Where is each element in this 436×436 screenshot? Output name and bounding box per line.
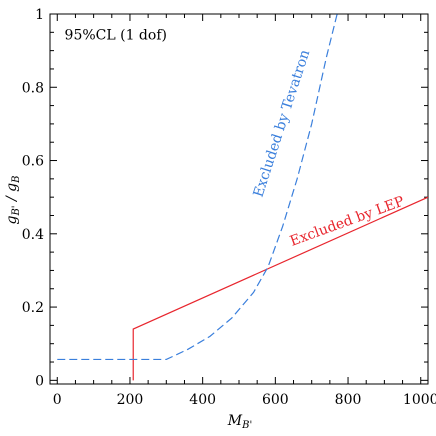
tevatron-exclusion-line	[57, 14, 338, 361]
x-tick-label: 1000	[403, 392, 436, 408]
y-axis-label: gB' / gB	[4, 175, 22, 224]
confidence-annotation: 95%CL (1 dof)	[65, 28, 167, 44]
tevatron-label: Excluded by Tevatron	[251, 48, 314, 199]
plot-frame	[49, 13, 429, 385]
y-tick-label: 0.6	[22, 154, 44, 170]
x-tick-label: 800	[335, 392, 362, 408]
y-tick-label: 0.4	[22, 227, 44, 243]
x-tick-label: 400	[189, 392, 216, 408]
lep-label: Excluded by LEP	[288, 194, 407, 250]
x-tick-label: 200	[117, 392, 144, 408]
lep-exclusion-line	[132, 196, 428, 381]
y-tick-label: 0.8	[22, 80, 44, 96]
y-tick-label: 0	[35, 373, 44, 389]
x-tick-label: 600	[262, 392, 289, 408]
y-tick-label: 0.2	[22, 300, 44, 316]
x-tick-label: 0	[53, 392, 62, 408]
x-axis-label: MB'	[227, 413, 252, 431]
y-tick-label: 1	[35, 7, 44, 23]
